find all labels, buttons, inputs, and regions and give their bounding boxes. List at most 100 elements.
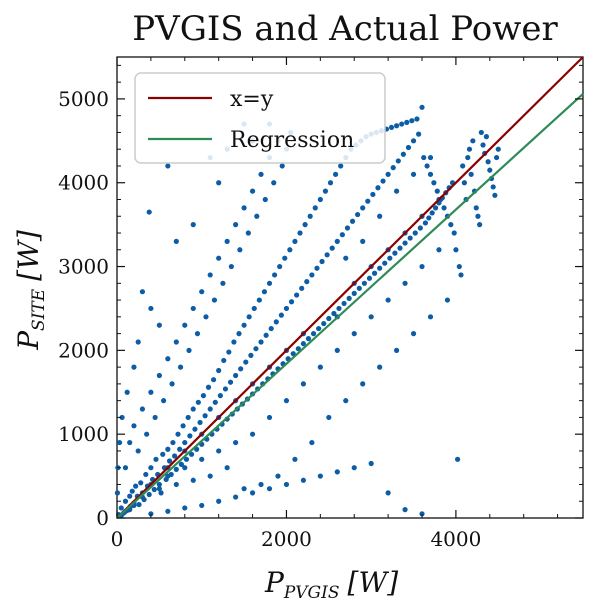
scatter-point-249 bbox=[228, 263, 234, 270]
scatter-point-257 bbox=[262, 196, 268, 203]
scatter-point-111 bbox=[305, 336, 312, 342]
scatter-point-5 bbox=[127, 493, 133, 499]
scatter-point-302 bbox=[343, 398, 349, 404]
scatter-point-316 bbox=[190, 477, 196, 483]
scatter-point-221 bbox=[492, 192, 498, 198]
scatter-point-293 bbox=[300, 477, 306, 483]
scatter-point-52 bbox=[205, 384, 212, 390]
scatter-point-49 bbox=[200, 393, 207, 399]
scatter-point-39 bbox=[183, 456, 190, 462]
scatter-point-89 bbox=[268, 325, 274, 332]
scatter-point-288 bbox=[216, 498, 222, 504]
scatter-point-176 bbox=[416, 131, 422, 137]
scatter-point-239 bbox=[186, 347, 192, 353]
scatter-point-191 bbox=[441, 205, 447, 211]
scatter-point-340 bbox=[317, 364, 323, 370]
scatter-point-241 bbox=[194, 331, 201, 337]
scatter-point-36 bbox=[178, 461, 184, 467]
scatter-point-285 bbox=[165, 508, 171, 514]
scatter-point-118 bbox=[317, 196, 323, 203]
scatter-point-77 bbox=[248, 352, 254, 358]
scatter-point-85 bbox=[261, 289, 268, 295]
x-axis-label-main: P bbox=[264, 566, 285, 599]
scatter-point-289 bbox=[233, 494, 239, 500]
scatter-point-361 bbox=[427, 154, 434, 161]
scatter-point-184 bbox=[429, 210, 435, 216]
scatter-point-56 bbox=[212, 399, 218, 405]
scatter-point-325 bbox=[351, 331, 357, 337]
scatter-point-338 bbox=[182, 465, 188, 471]
scatter-point-318 bbox=[156, 486, 162, 492]
legend-label-regression: Regression bbox=[230, 128, 354, 153]
scatter-point-314 bbox=[224, 465, 230, 471]
scatter-point-128 bbox=[334, 238, 340, 244]
scatter-point-212 bbox=[477, 222, 483, 228]
scatter-point-53 bbox=[207, 406, 213, 412]
scatter-point-95 bbox=[278, 312, 284, 318]
series-line-regression bbox=[116, 93, 584, 519]
scatter-point-292 bbox=[283, 481, 290, 488]
scatter-point-332 bbox=[283, 398, 290, 404]
chart-title: PVGIS and Actual Power bbox=[132, 9, 558, 49]
scatter-point-232 bbox=[156, 372, 162, 379]
scatter-point-324 bbox=[334, 347, 340, 353]
scatter-point-279 bbox=[124, 389, 130, 395]
scatter-point-3 bbox=[122, 498, 129, 504]
scatter-point-25 bbox=[160, 451, 166, 457]
scatter-point-333 bbox=[266, 414, 273, 421]
scatter-point-290 bbox=[249, 490, 256, 496]
scatter-point-50 bbox=[202, 413, 208, 419]
scatter-point-267 bbox=[190, 222, 196, 228]
scatter-point-121 bbox=[322, 188, 329, 194]
scatter-point-247 bbox=[220, 280, 226, 286]
scatter-point-18 bbox=[148, 465, 154, 471]
svg-text:PSITE[W]: PSITE [W] bbox=[12, 230, 49, 351]
scatter-point-122 bbox=[324, 252, 330, 258]
scatter-point-183 bbox=[427, 171, 434, 177]
scatter-point-120 bbox=[321, 320, 327, 327]
y-tick-label-5: 5000 bbox=[58, 87, 109, 111]
scatter-point-116 bbox=[314, 265, 320, 271]
scatter-point-23 bbox=[156, 481, 162, 488]
scatter-layer bbox=[114, 104, 501, 519]
scatter-point-153 bbox=[377, 265, 383, 271]
scatter-point-33 bbox=[173, 466, 179, 472]
scatter-point-280 bbox=[119, 414, 125, 421]
scatter-point-115 bbox=[312, 205, 318, 211]
svg-text:PPVGIS[W]: PPVGIS [W] bbox=[264, 566, 398, 603]
scatter-point-172 bbox=[409, 118, 415, 124]
scatter-point-82 bbox=[256, 297, 262, 303]
scatter-point-17 bbox=[146, 491, 152, 498]
scatter-point-226 bbox=[131, 423, 137, 429]
scatter-point-156 bbox=[382, 260, 388, 266]
scatter-point-158 bbox=[385, 171, 391, 177]
scatter-point-187 bbox=[434, 188, 440, 194]
scatter-point-359 bbox=[394, 188, 400, 194]
scatter-point-328 bbox=[402, 280, 408, 286]
scatter-point-275 bbox=[148, 305, 154, 312]
scatter-point-131 bbox=[339, 232, 345, 238]
scatter-point-213 bbox=[478, 129, 484, 136]
scatter-point-174 bbox=[412, 230, 418, 236]
scatter-point-80 bbox=[253, 346, 259, 352]
scatter-point-44 bbox=[192, 426, 198, 432]
scatter-point-294 bbox=[317, 473, 323, 479]
y-tick-label-4: 4000 bbox=[58, 171, 109, 195]
scatter-point-245 bbox=[211, 297, 218, 303]
scatter-point-137 bbox=[349, 218, 356, 224]
scatter-point-32 bbox=[172, 453, 178, 459]
scatter-point-286 bbox=[182, 505, 188, 511]
scatter-point-358 bbox=[377, 213, 383, 219]
scatter-point-135 bbox=[346, 295, 352, 301]
scatter-point-178 bbox=[419, 104, 425, 110]
scatter-point-310 bbox=[292, 456, 298, 462]
scatter-point-296 bbox=[351, 465, 357, 471]
scatter-point-71 bbox=[238, 366, 244, 372]
scatter-point-113 bbox=[309, 272, 315, 278]
scatter-point-37 bbox=[180, 423, 186, 429]
scatter-point-251 bbox=[237, 247, 243, 253]
scatter-point-186 bbox=[432, 205, 439, 211]
scatter-point-305 bbox=[394, 347, 400, 353]
x-tick-label-0: 0 bbox=[111, 527, 124, 551]
scatter-point-287 bbox=[199, 502, 205, 509]
